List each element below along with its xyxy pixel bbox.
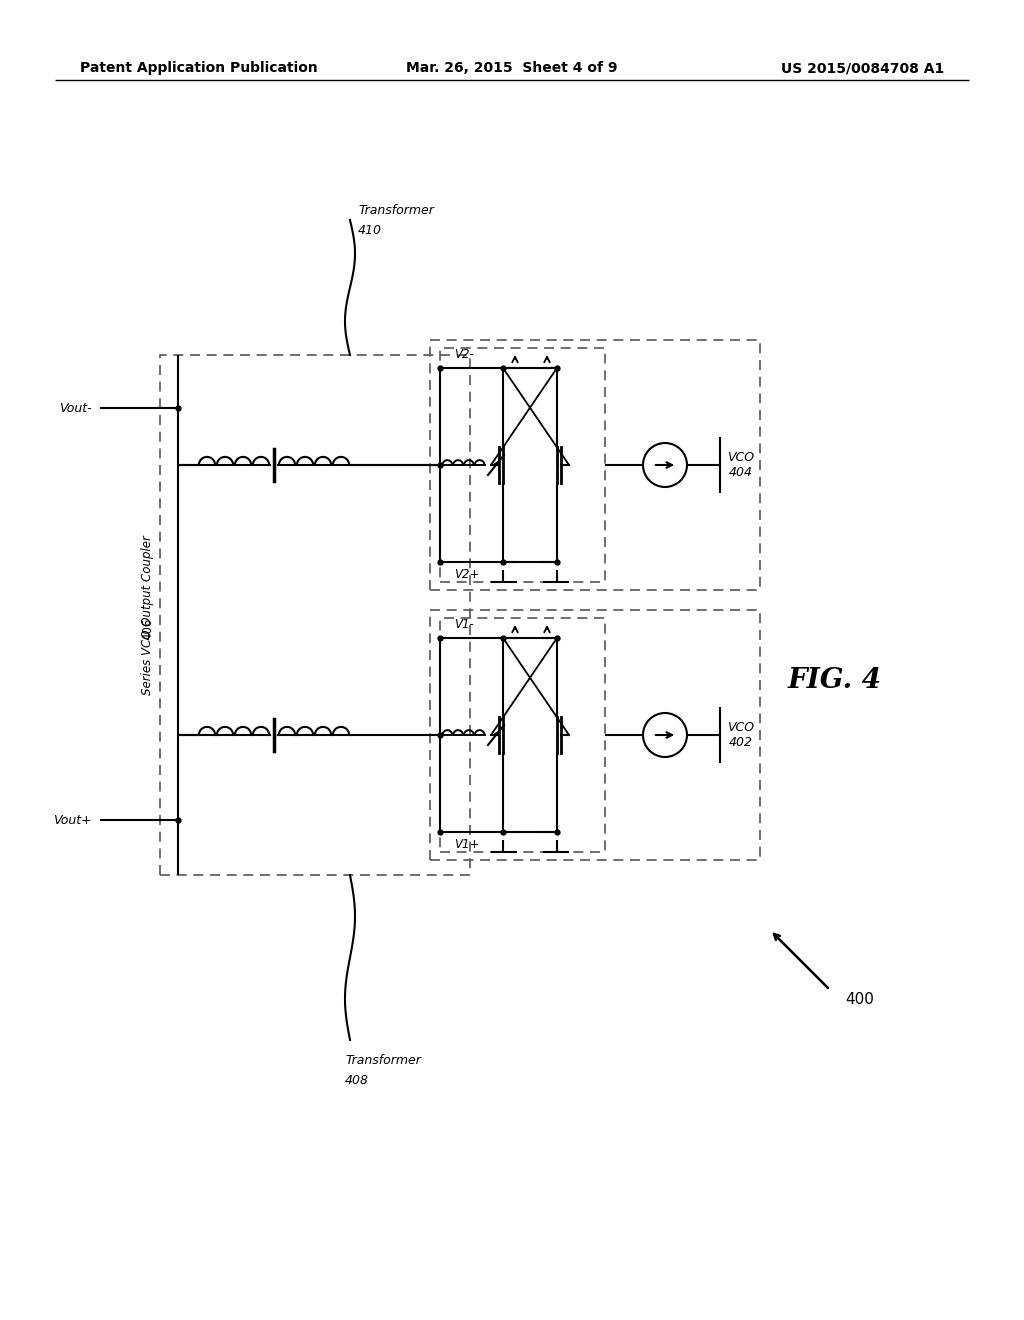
Text: V1+: V1+ <box>454 838 479 851</box>
Text: 406: 406 <box>141 618 155 640</box>
Text: Mar. 26, 2015  Sheet 4 of 9: Mar. 26, 2015 Sheet 4 of 9 <box>407 61 617 75</box>
Text: Series VCO Output Coupler: Series VCO Output Coupler <box>141 535 155 694</box>
Text: Transformer: Transformer <box>358 203 434 216</box>
Text: VCO
402: VCO 402 <box>727 721 754 748</box>
Text: V2+: V2+ <box>454 569 479 582</box>
Bar <box>440 618 605 851</box>
Text: 410: 410 <box>358 223 382 236</box>
Text: Patent Application Publication: Patent Application Publication <box>80 61 317 75</box>
Bar <box>160 355 470 875</box>
Text: V1-: V1- <box>454 619 474 631</box>
Text: Vout+: Vout+ <box>53 813 92 826</box>
Text: FIG. 4: FIG. 4 <box>788 667 882 693</box>
Bar <box>430 610 760 861</box>
Text: Transformer: Transformer <box>345 1053 421 1067</box>
Text: 408: 408 <box>345 1073 369 1086</box>
Text: VCO
404: VCO 404 <box>727 451 754 479</box>
Text: US 2015/0084708 A1: US 2015/0084708 A1 <box>780 61 944 75</box>
Text: 400: 400 <box>845 993 873 1007</box>
Bar <box>430 341 760 590</box>
Text: V2-: V2- <box>454 348 474 362</box>
Text: Vout-: Vout- <box>59 401 92 414</box>
Bar <box>440 348 605 582</box>
